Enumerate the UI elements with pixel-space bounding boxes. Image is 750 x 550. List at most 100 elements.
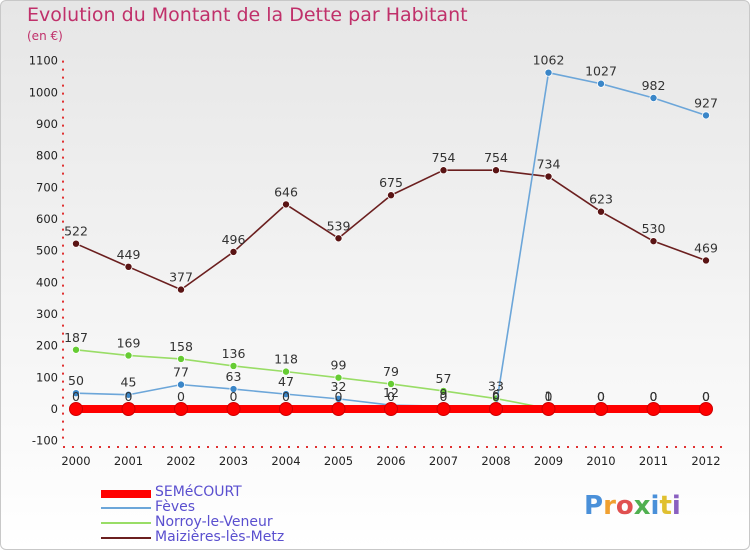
x-tick-label: 2012: [691, 454, 720, 468]
data-label: 530: [642, 221, 666, 236]
data-label: 0: [177, 389, 185, 404]
data-label: 0: [545, 389, 553, 404]
data-label: 118: [274, 352, 298, 367]
y-tick-label: 1000: [29, 85, 58, 99]
y-tick-label: 200: [36, 339, 58, 353]
data-point: [176, 380, 185, 389]
data-label: 6: [492, 387, 500, 402]
x-tick-label: 2006: [376, 454, 405, 468]
data-label: 0: [335, 389, 343, 404]
data-label: 1027: [585, 64, 617, 79]
y-tick-label: 700: [36, 180, 58, 194]
data-label: 0: [230, 389, 238, 404]
y-tick-label: -100: [32, 434, 58, 448]
data-point: [279, 402, 293, 416]
data-label: 734: [537, 157, 561, 172]
y-tick-label: 800: [36, 149, 58, 163]
data-point: [597, 207, 606, 216]
x-tick-label: 2009: [534, 454, 563, 468]
y-tick-label: 500: [36, 244, 58, 258]
data-label: 1: [545, 389, 553, 404]
data-label: 377: [169, 270, 193, 285]
data-label: 0: [72, 389, 80, 404]
data-label: 0: [650, 389, 658, 404]
x-tick-label: 2005: [324, 454, 353, 468]
data-label: 927: [694, 95, 718, 110]
x-tick-label: 2007: [429, 454, 458, 468]
data-label: 469: [694, 240, 718, 255]
x-tick-label: 2003: [219, 454, 248, 468]
data-point: [597, 79, 606, 88]
data-point: [124, 390, 133, 399]
legend-label: Maizières-lès-Metz: [155, 529, 285, 545]
y-tick-label: 400: [36, 275, 58, 289]
data-label: 0: [650, 389, 658, 404]
legend-label: Fèves: [155, 499, 196, 515]
data-point: [334, 234, 343, 243]
x-tick-label: 2008: [481, 454, 510, 468]
data-point: [281, 200, 290, 209]
data-label: 754: [432, 150, 456, 165]
data-label: 136: [222, 346, 246, 361]
data-point: [281, 390, 290, 399]
x-tick-label: 2001: [114, 454, 143, 468]
data-label: 63: [226, 369, 242, 384]
data-label: 449: [117, 247, 141, 262]
data-label: 79: [383, 364, 399, 379]
data-label: 77: [173, 365, 189, 380]
data-label: 0: [282, 389, 290, 404]
data-point: [229, 361, 238, 370]
data-point: [436, 402, 451, 416]
data-label: 675: [379, 175, 403, 190]
data-label: 982: [642, 78, 666, 93]
legend-swatch: [101, 522, 151, 524]
data-point: [229, 247, 238, 256]
data-point: [439, 386, 448, 395]
data-point: [124, 262, 133, 271]
y-tick-label: 600: [36, 212, 58, 226]
data-point: [72, 389, 81, 398]
x-tick-label: 2010: [586, 454, 615, 468]
y-tick-label: 0: [51, 402, 58, 416]
data-label: 522: [64, 224, 88, 239]
data-label: 50: [68, 373, 84, 388]
data-point: [72, 239, 81, 248]
data-point: [594, 402, 608, 416]
data-label: 9: [440, 386, 448, 401]
data-label: 158: [169, 339, 193, 354]
data-label: 0: [492, 389, 500, 404]
data-label: 187: [64, 330, 88, 345]
data-point: [544, 172, 553, 181]
legend-swatch: [101, 490, 151, 498]
y-tick-label: 100: [36, 370, 58, 384]
data-point: [174, 402, 188, 416]
data-label: 623: [589, 192, 613, 207]
data-label: 539: [327, 218, 351, 233]
data-label: 0: [125, 389, 133, 404]
chart-title: Evolution du Montant de la Dette par Hab…: [27, 4, 468, 26]
data-point: [489, 402, 503, 416]
data-label: 99: [331, 358, 347, 373]
data-label: 646: [274, 184, 298, 199]
data-point: [386, 191, 395, 200]
x-tick-label: 2000: [61, 454, 90, 468]
data-label: 0: [440, 389, 448, 404]
data-point: [649, 237, 658, 246]
y-tick-label: 1100: [29, 54, 58, 68]
data-point: [281, 367, 290, 376]
series-line: [75, 71, 707, 408]
data-point: [702, 111, 711, 120]
data-point: [334, 373, 343, 382]
data-point: [702, 256, 711, 265]
data-label: 1062: [533, 53, 565, 68]
y-tick-label: 300: [36, 307, 58, 321]
data-label: 12: [383, 385, 399, 400]
data-label: 0: [702, 389, 710, 404]
data-label: 496: [222, 232, 246, 247]
data-point: [176, 285, 185, 294]
data-label: 0: [597, 389, 605, 404]
data-point: [72, 345, 81, 354]
data-point: [124, 351, 133, 360]
legend-label: Norroy-le-Veneur: [155, 514, 273, 530]
